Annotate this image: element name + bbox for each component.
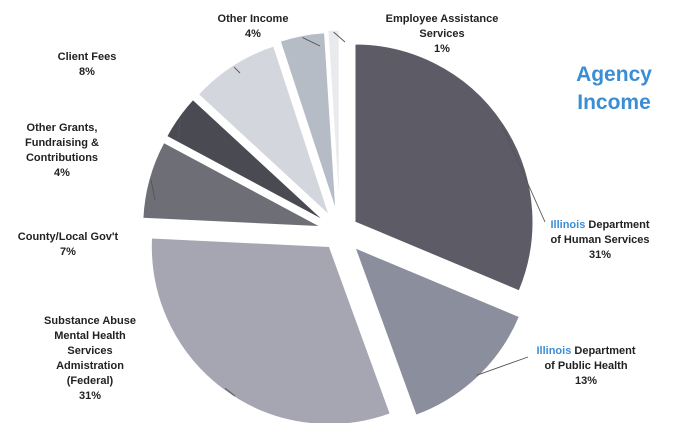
pie-slice-2: [354, 247, 521, 416]
slice-percent-label: 8%: [79, 66, 95, 78]
slice-label-line: Fundraising &: [25, 137, 99, 149]
slice-label-8: Employee Assistance Services 1%: [386, 13, 499, 55]
slice-label-line: (Federal): [67, 375, 114, 387]
chart-title-line-2: Income: [577, 91, 651, 114]
slice-label-line: Client Fees: [58, 51, 117, 63]
slice-label-line: Illinois Department: [550, 219, 649, 231]
chart-title-line-1: Agency: [576, 63, 652, 86]
pie-slice-7: [279, 32, 337, 211]
slice-label-2: Illinois Department of Public Health 13%: [536, 345, 635, 387]
slice-label-7: Other Income 4%: [218, 13, 289, 40]
slice-label-line: County/Local Gov't: [18, 231, 119, 243]
pie-slice-3: [150, 237, 391, 425]
pie-slice-4: [142, 141, 321, 228]
slice-label-line: Services: [419, 28, 464, 40]
slice-label-line: Other Income: [218, 13, 289, 25]
leader-line-4: [150, 179, 156, 201]
slice-label-line: Other Grants,: [27, 122, 98, 134]
slice-label-line: Employee Assistance: [386, 13, 499, 25]
pie-slice-6: [197, 45, 331, 217]
slice-percent-label: 4%: [245, 28, 261, 40]
slice-percent-label: 31%: [79, 390, 101, 402]
leader-line-2: [476, 356, 529, 376]
slice-percent-label: 31%: [589, 249, 611, 261]
leader-line-8: [333, 31, 346, 43]
pie-slice-1: [354, 43, 534, 292]
slice-percent-label: 13%: [575, 375, 597, 387]
slice-label-line: of Public Health: [544, 360, 627, 372]
leader-line-6: [233, 66, 241, 74]
slice-label-1: Illinois Department of Human Services 31%: [550, 219, 649, 261]
leader-line-5: [177, 118, 181, 141]
slice-label-line: Illinois Department: [536, 345, 635, 357]
slice-label-4: County/Local Gov't 7%: [18, 231, 119, 258]
pie-slice-8: [327, 29, 340, 209]
slice-label-line: Mental Health: [54, 330, 126, 342]
slice-label-line: Contributions: [26, 152, 98, 164]
slice-label-line: of Human Services: [550, 234, 649, 246]
slice-label-5: Other Grants, Fundraising & Contributions 4…: [25, 122, 99, 179]
leader-line-3: [224, 387, 236, 397]
slice-label-line: Substance Abuse: [44, 315, 136, 327]
leader-line-1: [501, 124, 546, 223]
slice-percent-label: 1%: [434, 43, 450, 55]
slice-label-3: Substance Abuse Mental Health Services Admi…: [44, 315, 136, 402]
slice-label-line: Admistration: [56, 360, 124, 372]
slice-percent-label: 4%: [54, 167, 70, 179]
leader-line-7: [302, 37, 321, 47]
slice-label-line: Services: [67, 345, 112, 357]
slice-percent-label: 7%: [60, 246, 76, 258]
slice-label-6: Client Fees 8%: [58, 51, 117, 78]
pie-slice-5: [166, 98, 325, 221]
